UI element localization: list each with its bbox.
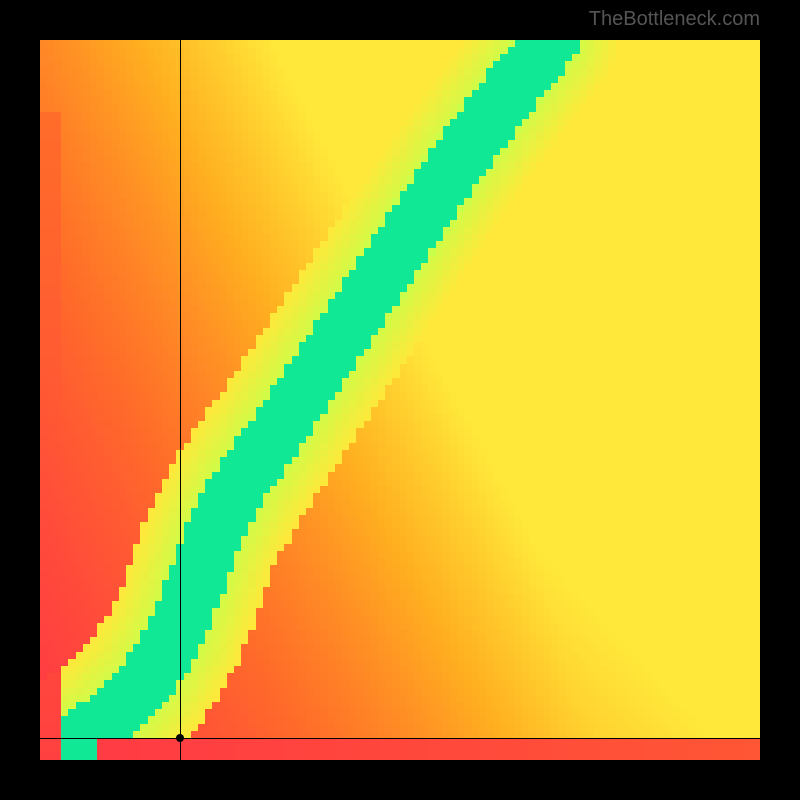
marker-dot: [176, 734, 184, 742]
heatmap-chart: [40, 40, 760, 760]
crosshair-horizontal: [40, 738, 760, 739]
watermark-text: TheBottleneck.com: [589, 8, 760, 31]
heatmap-canvas: [40, 40, 760, 760]
crosshair-vertical: [180, 40, 181, 760]
